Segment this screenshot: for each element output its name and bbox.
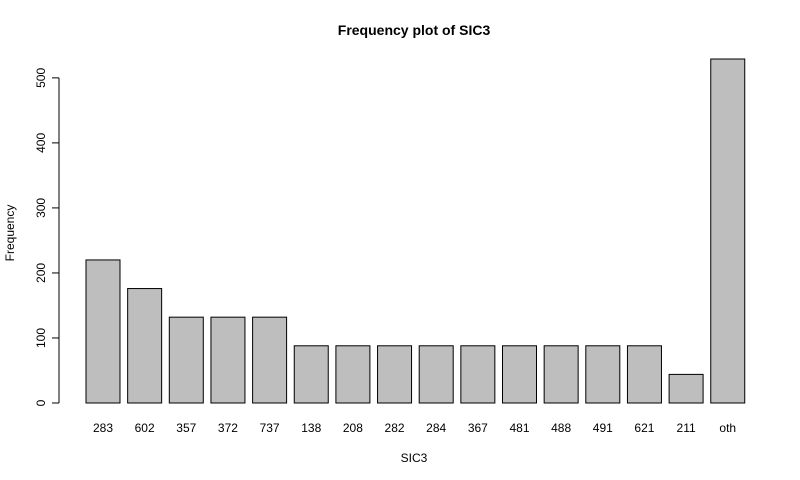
bar-737 (252, 316, 288, 404)
x-tick-label-208: 208 (343, 421, 363, 435)
x-tick-label-491: 491 (593, 421, 613, 435)
x-tick-label-737: 737 (260, 421, 280, 435)
x-tick-label-282: 282 (385, 421, 405, 435)
bars-group (85, 58, 746, 404)
y-tick-label: 500 (34, 68, 48, 88)
x-tick-label-367: 367 (468, 421, 488, 435)
x-tick-label-481: 481 (509, 421, 529, 435)
x-tick-label-621: 621 (634, 421, 654, 435)
bar-138 (293, 345, 329, 404)
x-tick-label-488: 488 (551, 421, 571, 435)
y-tick-label: 100 (34, 328, 48, 348)
bar-367 (460, 345, 496, 404)
bar-208 (335, 345, 371, 404)
bar-491 (585, 345, 621, 404)
bar-oth (710, 58, 746, 404)
x-tick-label-284: 284 (426, 421, 446, 435)
x-tick-label-283: 283 (93, 421, 113, 435)
bar-372 (210, 316, 246, 404)
x-tick-label-oth: oth (719, 421, 736, 435)
x-tick-label-138: 138 (301, 421, 321, 435)
x-tick-label-357: 357 (176, 421, 196, 435)
y-tick-label: 0 (34, 399, 48, 406)
x-tick-label-372: 372 (218, 421, 238, 435)
bar-621 (626, 345, 662, 404)
y-tick-label: 200 (34, 263, 48, 283)
x-tick-labels: 283 602 357 372 737 138 208 282 284 367 481 488 491 6… (93, 421, 736, 435)
x-tick-label-602: 602 (135, 421, 155, 435)
bar-282 (377, 345, 413, 404)
bar-602 (127, 288, 163, 404)
bar-283 (85, 259, 121, 404)
bar-488 (543, 345, 579, 404)
bar-211 (668, 373, 704, 404)
y-tick-label: 300 (34, 198, 48, 218)
y-axis-label: Frequency (3, 205, 17, 262)
y-axis: 0 100 200 300 400 500 (34, 68, 60, 406)
x-axis-label: SIC3 (401, 451, 428, 465)
y-tick-label: 400 (34, 133, 48, 153)
x-tick-label-211: 211 (677, 421, 696, 435)
bar-481 (502, 345, 537, 404)
bar-357 (168, 316, 204, 404)
chart-title: Frequency plot of SIC3 (338, 22, 491, 38)
bar-284 (418, 345, 454, 404)
